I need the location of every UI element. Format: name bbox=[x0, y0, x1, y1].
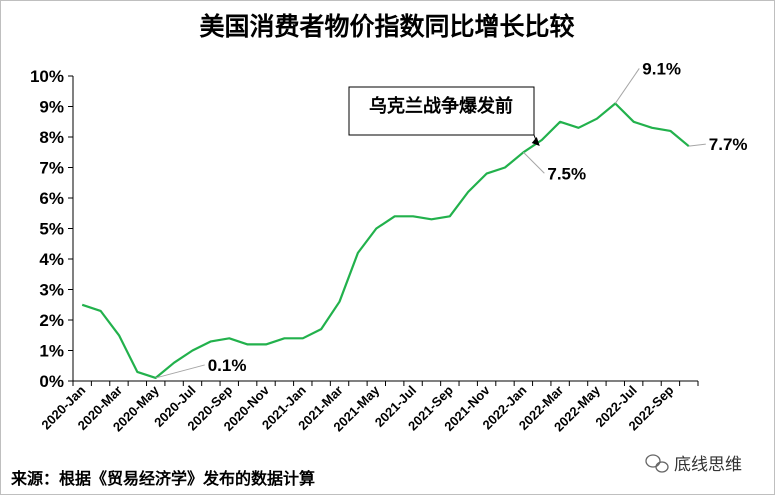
y-tick-label: 8% bbox=[39, 128, 64, 147]
y-tick-label: 4% bbox=[39, 250, 64, 269]
source-note: 来源：根据《贸易经济学》发布的数据计算 bbox=[10, 469, 315, 488]
y-tick-label: 5% bbox=[39, 220, 64, 239]
watermark-text: 底线思维 bbox=[674, 455, 742, 475]
y-tick-label: 10% bbox=[30, 67, 64, 86]
chart-title: 美国消费者物价指数同比增长比较 bbox=[199, 12, 574, 41]
data-label: 7.5% bbox=[547, 164, 586, 183]
y-tick-label: 2% bbox=[39, 311, 64, 330]
annotation: 乌克兰战争爆发前 bbox=[348, 86, 540, 147]
data-label: 0.1% bbox=[208, 356, 247, 375]
series-line bbox=[81, 102, 690, 379]
annotation-box bbox=[348, 86, 535, 136]
y-tick-label: 9% bbox=[39, 98, 64, 117]
annotation-text: 乌克兰战争爆发前 bbox=[369, 95, 513, 117]
y-tick-label: 1% bbox=[39, 342, 64, 361]
data-label-leader bbox=[523, 151, 545, 174]
y-tick-label: 6% bbox=[39, 189, 64, 208]
data-label: 9.1% bbox=[642, 59, 681, 78]
y-tick-label: 0% bbox=[39, 372, 64, 391]
data-label-leader bbox=[688, 143, 706, 147]
annotation-arrowhead bbox=[531, 137, 540, 147]
data-label-leader bbox=[155, 364, 205, 379]
y-axis: 0% 1% 2% 3% 4% 5% 6% 7% 8% 9% 10% bbox=[30, 67, 74, 391]
y-tick-label: 3% bbox=[39, 281, 64, 300]
data-label-leader bbox=[614, 68, 640, 104]
wechat-icon bbox=[645, 454, 669, 473]
y-tick-label: 7% bbox=[39, 159, 64, 178]
series-group bbox=[81, 102, 690, 379]
data-labels: 0.1% 7.5% 9.1% 7.7% bbox=[155, 59, 748, 379]
data-label: 7.7% bbox=[709, 135, 748, 154]
x-axis: 2020-Jan2020-Mar2020-May2020-Jul2020-Sep… bbox=[38, 380, 699, 435]
